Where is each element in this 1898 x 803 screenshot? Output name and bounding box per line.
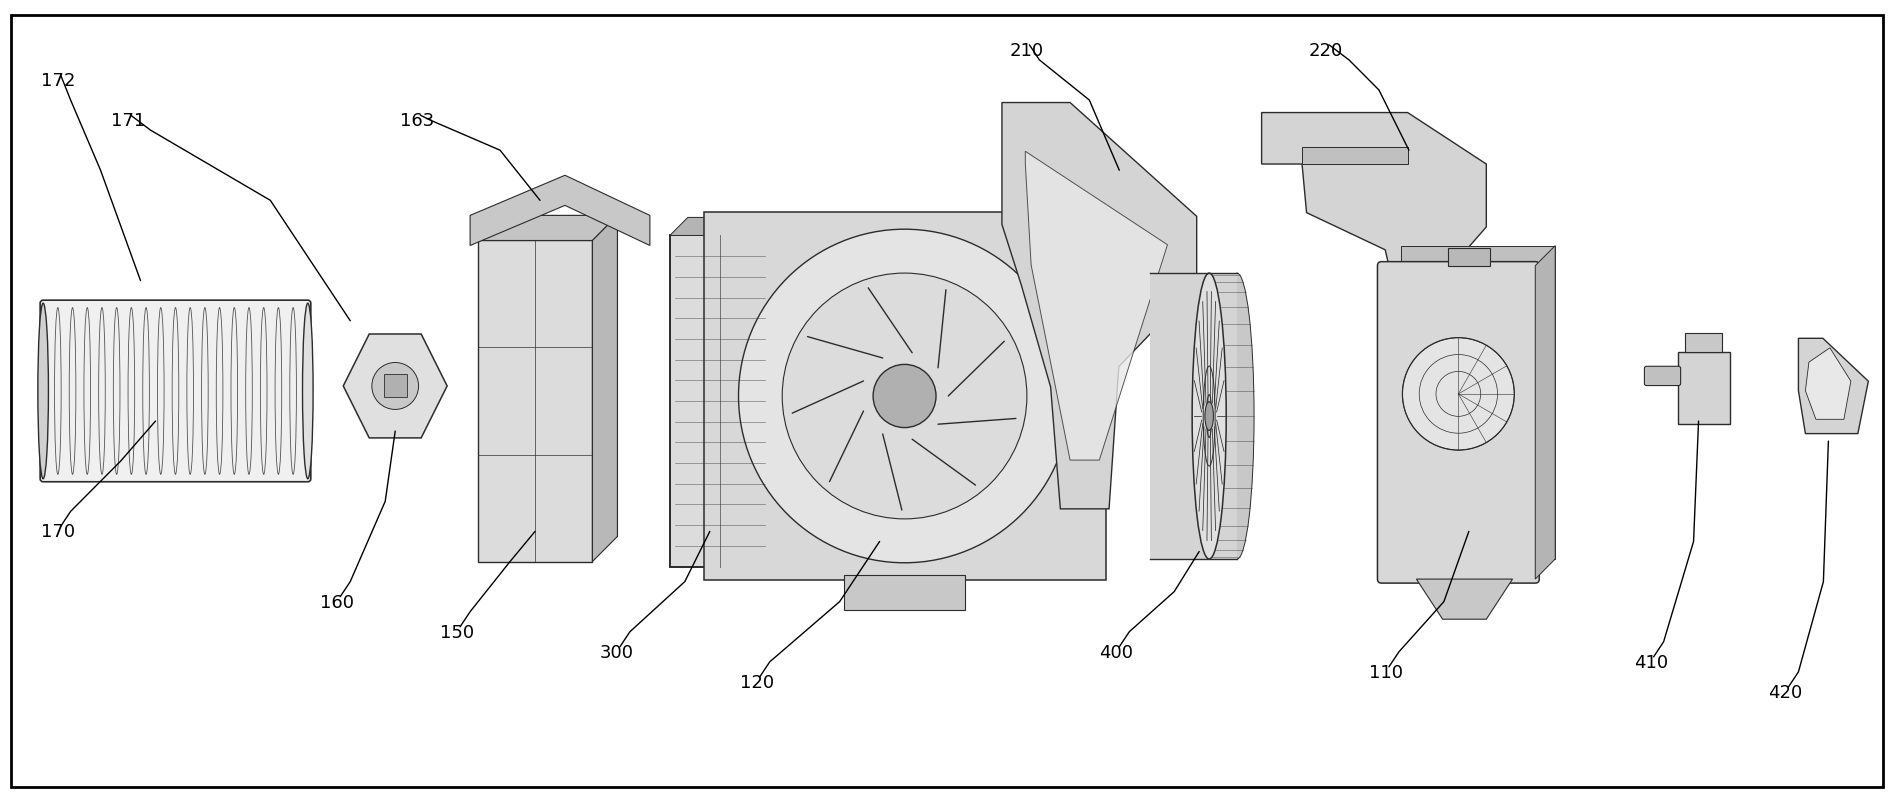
Ellipse shape	[38, 304, 49, 479]
Ellipse shape	[302, 304, 313, 479]
Polygon shape	[1797, 339, 1868, 434]
Circle shape	[1403, 338, 1513, 450]
Polygon shape	[769, 218, 788, 567]
FancyBboxPatch shape	[1150, 274, 1236, 560]
FancyBboxPatch shape	[1676, 353, 1729, 424]
Polygon shape	[1534, 247, 1554, 579]
Polygon shape	[1302, 148, 1406, 165]
Polygon shape	[1002, 104, 1196, 509]
Polygon shape	[344, 335, 446, 438]
FancyBboxPatch shape	[1685, 333, 1721, 353]
Ellipse shape	[1192, 274, 1226, 560]
Polygon shape	[592, 216, 617, 562]
FancyBboxPatch shape	[1644, 367, 1680, 386]
Circle shape	[372, 363, 418, 410]
Text: 110: 110	[1368, 663, 1403, 681]
FancyBboxPatch shape	[845, 576, 964, 610]
FancyBboxPatch shape	[40, 301, 311, 482]
Polygon shape	[1805, 349, 1851, 420]
Text: 150: 150	[440, 623, 474, 641]
Polygon shape	[1025, 152, 1167, 460]
FancyBboxPatch shape	[1446, 249, 1490, 267]
Polygon shape	[476, 216, 617, 241]
Text: 170: 170	[40, 523, 74, 540]
FancyBboxPatch shape	[383, 375, 406, 398]
Text: 400: 400	[1099, 643, 1133, 661]
Text: 172: 172	[40, 71, 76, 90]
Text: 300: 300	[600, 643, 634, 661]
Text: 410: 410	[1632, 653, 1666, 671]
FancyBboxPatch shape	[702, 212, 1105, 581]
Text: 120: 120	[740, 673, 774, 691]
Circle shape	[782, 274, 1027, 520]
Text: 210: 210	[1010, 42, 1044, 59]
FancyBboxPatch shape	[503, 216, 617, 536]
Text: 171: 171	[110, 112, 144, 130]
FancyBboxPatch shape	[670, 236, 769, 567]
FancyBboxPatch shape	[1376, 263, 1539, 583]
Text: 160: 160	[321, 593, 355, 611]
Polygon shape	[670, 218, 788, 236]
Text: 220: 220	[1308, 42, 1342, 59]
Ellipse shape	[1219, 274, 1253, 560]
Circle shape	[873, 365, 936, 428]
FancyBboxPatch shape	[1401, 247, 1554, 560]
Polygon shape	[1416, 579, 1511, 619]
Text: 163: 163	[400, 112, 435, 130]
Text: 420: 420	[1767, 683, 1801, 701]
Circle shape	[738, 230, 1070, 563]
FancyBboxPatch shape	[476, 241, 592, 562]
FancyBboxPatch shape	[687, 218, 788, 548]
Ellipse shape	[1205, 402, 1213, 430]
Polygon shape	[471, 176, 649, 247]
Polygon shape	[1260, 113, 1486, 399]
